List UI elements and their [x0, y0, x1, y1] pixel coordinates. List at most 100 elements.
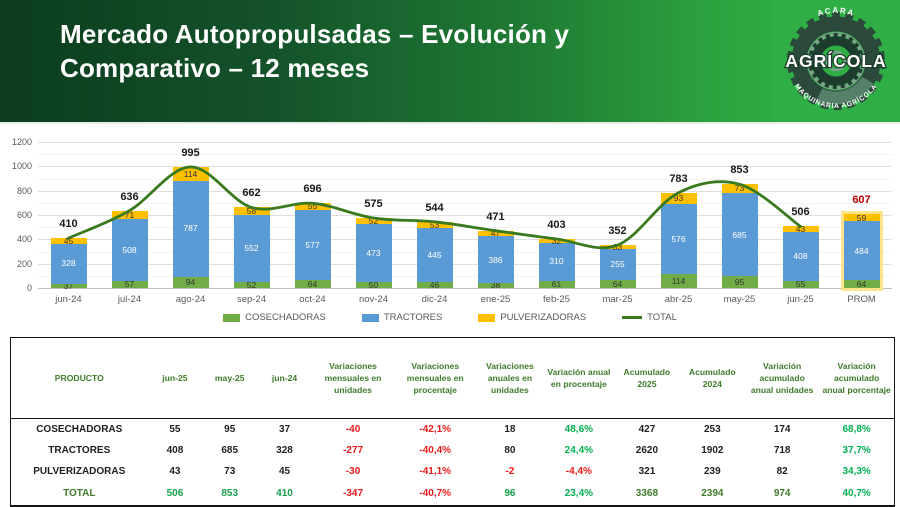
- legend-label: PULVERIZADORAS: [500, 312, 587, 323]
- table-header-cell: Acumulado 2024: [679, 337, 746, 419]
- bar-stack-abr-25: 114 576 93: [660, 192, 697, 288]
- bar-total-label: 544: [425, 201, 444, 214]
- bar-total-label: 636: [120, 190, 139, 203]
- bar-segment-tractores: 576: [660, 204, 697, 275]
- bar-stack-ago-24: 94 787 114: [172, 166, 209, 288]
- bar-segment-value: 445: [427, 250, 442, 261]
- table-value-cell: -40,7%: [419, 488, 452, 499]
- legend-swatch: [223, 313, 241, 322]
- bar-segment-cosechadoras: 52: [233, 279, 270, 290]
- chart-legend: COSECHADORAS TRACTORES PULVERIZADORAS TOTAL: [0, 312, 900, 323]
- bar-segment-pulverizadoras: 93: [660, 192, 697, 205]
- bar-segment-pulverizadoras: 73: [721, 184, 758, 194]
- x-axis-label-sep-24: sep-24: [236, 294, 267, 305]
- bar-segment-value: 94: [185, 277, 196, 288]
- x-axis-label-ene-25: ene-25: [480, 294, 511, 305]
- bar-segment-value: 95: [734, 276, 745, 287]
- logo-top-text: ACARA: [816, 6, 854, 18]
- x-axis-label-oct-24: oct-24: [299, 294, 326, 305]
- table-header-cell: jun-25: [147, 337, 203, 419]
- gridline: [38, 251, 892, 253]
- table-value-cell: 408: [166, 445, 184, 456]
- bar-stack-mar-25: 64 255 33: [599, 241, 636, 289]
- bar-segment-cosechadoras: 114: [660, 274, 697, 288]
- legend-item-pulverizadoras: PULVERIZADORAS: [478, 312, 586, 323]
- page-title: Mercado Autopropulsadas – Evolución y Co…: [60, 18, 569, 86]
- page-title-line1: Mercado Autopropulsadas – Evolución y: [60, 19, 570, 49]
- bar-stack-nov-24: 50 473 52: [355, 217, 392, 289]
- table-product-cell: COSECHADORAS: [36, 424, 123, 435]
- bar-stack-sep-24: 52 552 58: [233, 207, 270, 290]
- bar-segment-value: 37: [63, 280, 74, 291]
- table-value-cell: 68,8%: [842, 424, 871, 435]
- bar-segment-value: 45: [63, 235, 74, 246]
- tire-lugs-icon: [787, 12, 885, 110]
- gridline: [38, 288, 892, 289]
- bar-segment-value: 576: [671, 233, 686, 244]
- bar-segment-value: 255: [610, 259, 625, 270]
- gridline: [38, 190, 892, 192]
- bar-segment-tractores: 552: [233, 214, 270, 282]
- bar-segment-pulverizadoras: 47: [477, 229, 514, 237]
- gridline: [38, 178, 892, 180]
- table-value-cell: 2394: [701, 488, 724, 499]
- table-row-tractores: TRACTORES 408 685 328 -277 -40,4% 80 24,4% 2620 1…: [11, 440, 895, 461]
- bar-stack-jun-24: 37 328 45: [50, 235, 87, 291]
- table-row-cosechadoras: COSECHADORAS 55 95 37 -40 -42,1% 18 48,6% 427 253…: [11, 419, 895, 441]
- bar-total-label: 403: [547, 218, 566, 231]
- table-header-cell: Variaciones anuales en unidades: [476, 337, 544, 419]
- bar-segment-value: 93: [673, 193, 684, 204]
- x-axis-label-PROM: PROM: [847, 294, 876, 305]
- table-value-cell: 43: [169, 466, 181, 477]
- table-header-cell: Variación anual en procentaje: [543, 337, 615, 419]
- bar-segment-cosechadoras: 64: [294, 278, 331, 289]
- bar-segment-cosechadoras: 57: [111, 279, 148, 290]
- bar-segment-value: 552: [244, 242, 259, 253]
- legend-swatch: [622, 316, 643, 319]
- bar-segment-value: 114: [183, 168, 198, 179]
- table-value-cell: 239: [703, 466, 721, 477]
- bar-segment-cosechadoras: 64: [599, 278, 636, 289]
- bar-segment-cosechadoras: 61: [538, 280, 575, 288]
- table-value-cell: -30: [345, 466, 361, 477]
- bar-segment-value: 52: [246, 279, 257, 290]
- bar-segment-cosechadoras: 95: [721, 276, 758, 288]
- bar-segment-tractores: 386: [477, 236, 514, 284]
- bar-total-label: 607: [852, 194, 871, 207]
- bar-segment-value: 64: [307, 278, 318, 289]
- table-value-cell: -40: [345, 424, 361, 435]
- bar-segment-value: 46: [429, 279, 440, 290]
- bar-segment-pulverizadoras: 45: [50, 235, 87, 246]
- table-value-cell: 427: [638, 424, 656, 435]
- bar-stack-feb-25: 61 310 32: [538, 237, 575, 288]
- bar-segment-value: 53: [429, 219, 440, 230]
- bar-segment-value: 64: [612, 278, 623, 289]
- bar-segment-tractores: 484: [843, 221, 880, 281]
- bar-segment-value: 57: [124, 279, 135, 290]
- legend-item-total: TOTAL: [622, 312, 677, 323]
- bar-segment-value: 310: [549, 256, 564, 267]
- gridline: [38, 142, 892, 143]
- bar-total-label: 995: [181, 146, 200, 159]
- bar-stack-dic-24: 46 445 53: [416, 219, 453, 290]
- gridline: [38, 239, 892, 241]
- bar-segment-value: 55: [795, 279, 806, 290]
- table-value-cell: -40,4%: [419, 445, 452, 456]
- legend-label: TOTAL: [647, 312, 677, 323]
- table-value-cell: 174: [773, 424, 791, 435]
- table-value-cell: -41,1%: [419, 466, 452, 477]
- legend-item-tractores: TRACTORES: [361, 312, 442, 323]
- bar-total-label: 506: [791, 206, 810, 219]
- header-banner: Mercado Autopropulsadas – Evolución y Co…: [0, 0, 900, 124]
- table-value-cell: 48,6%: [564, 424, 594, 435]
- bar-segment-pulverizadoras: 43: [782, 225, 819, 233]
- bar-segment-tractores: 408: [782, 231, 819, 282]
- bar-stack-may-25: 95 685 73: [721, 184, 758, 288]
- table-value-cell: 321: [638, 466, 656, 477]
- bar-segment-value: 484: [854, 245, 869, 256]
- bar-segment-value: 787: [183, 223, 198, 234]
- table-product-cell: TRACTORES: [48, 445, 111, 456]
- bar-segment-tractores: 255: [599, 249, 636, 281]
- table-header-cell: Variación acumulado anual unidades: [745, 337, 820, 419]
- bar-segment-value: 33: [612, 241, 623, 252]
